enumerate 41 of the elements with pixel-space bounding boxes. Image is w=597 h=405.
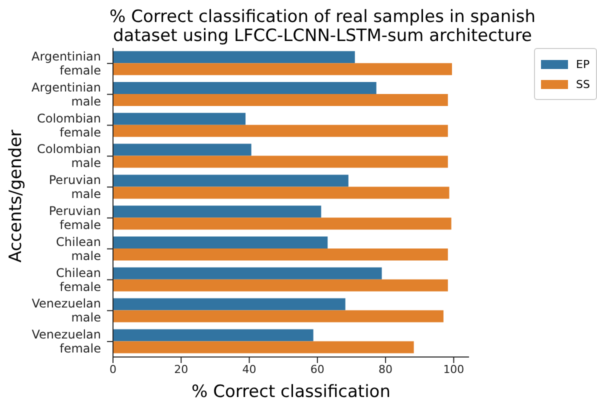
y-axis-title: Accents/gender (6, 130, 26, 262)
bar (113, 63, 452, 76)
bar (113, 156, 448, 168)
bar (113, 267, 382, 280)
bar (113, 298, 346, 310)
chart-title: % Correct classification of real samples in spanish dataset using LFCC-LCNN-LSTM-sum architecture (108, 7, 536, 46)
y-tick-label: Argentinian female (32, 49, 101, 78)
bar (113, 124, 448, 137)
bar (113, 248, 448, 260)
bar (113, 236, 328, 248)
bar (113, 112, 246, 125)
bar (113, 94, 448, 106)
y-tick-label: Peruvian female (48, 204, 101, 232)
bar (113, 310, 444, 322)
bar (113, 174, 348, 187)
bar (113, 206, 322, 218)
y-tick-label: Venezuelan female (32, 328, 101, 356)
legend-label: EP (576, 58, 590, 70)
x-tick-label: 100 (443, 362, 464, 376)
x-tick-label: 80 (378, 362, 393, 376)
y-tick-label: Colombian male (37, 142, 101, 170)
y-tick-label: Colombian female (37, 111, 101, 140)
bar (113, 144, 252, 156)
x-tick-label: 0 (110, 362, 116, 376)
y-tick-label: Chilean male (56, 234, 101, 263)
bar (113, 329, 314, 342)
x-axis-title: % Correct classification (192, 382, 391, 402)
x-tick-label: 60 (310, 362, 324, 376)
x-tick-label: 40 (242, 362, 256, 376)
bar (113, 186, 450, 199)
y-tick-label: Venezuelan male (32, 296, 101, 325)
bar (113, 82, 376, 94)
y-tick-label: Chilean female (56, 266, 101, 294)
y-tick-label: Peruvian male (48, 173, 101, 202)
bar (113, 218, 452, 230)
legend-label: SS (576, 78, 590, 90)
bar (113, 51, 355, 64)
x-tick-label: 20 (174, 362, 188, 376)
y-tick-label: Argentinian male (32, 80, 101, 108)
bar (113, 341, 414, 354)
bar (113, 279, 448, 292)
